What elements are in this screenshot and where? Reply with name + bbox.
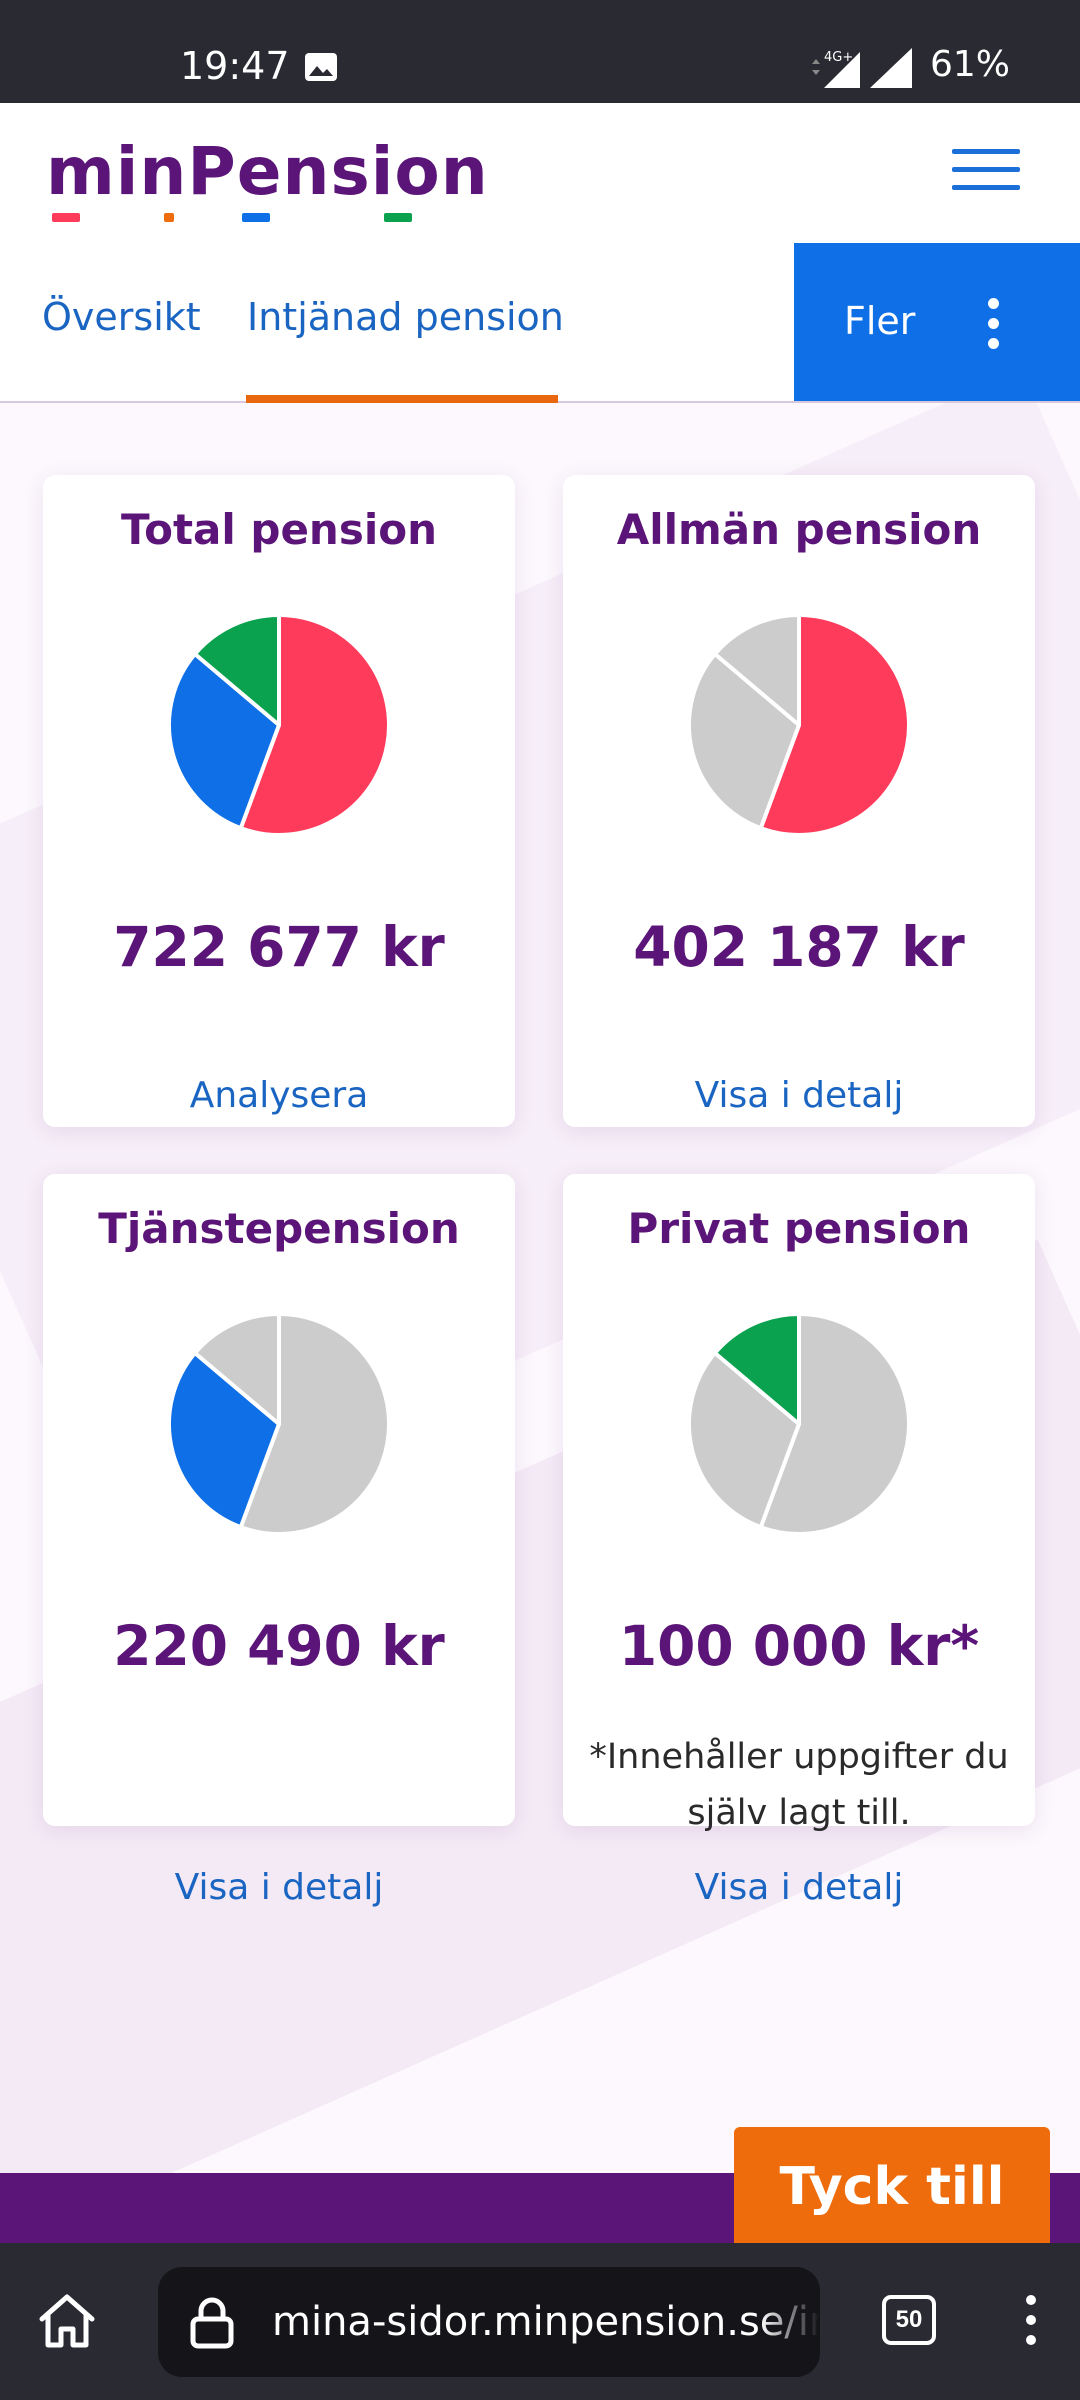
- card-title: Tjänstepension: [98, 1204, 460, 1253]
- pie-slice-allman-pension: [758, 1312, 911, 1536]
- card-title: Allmän pension: [616, 505, 982, 554]
- more-button[interactable]: Fler: [794, 243, 1080, 401]
- card-amount: 402 187 kr: [633, 915, 965, 979]
- status-bar: 19:47 4G+ 61%: [0, 0, 1080, 103]
- browser-menu-icon[interactable]: [1026, 2295, 1038, 2355]
- minpension-logo[interactable]: minPension: [46, 133, 489, 210]
- feedback-button[interactable]: Tyck till: [734, 2127, 1050, 2243]
- logo-accent-orange: [164, 213, 174, 222]
- tab-oversikt[interactable]: Översikt: [42, 295, 201, 339]
- pie-slice-tjanstepension: [167, 652, 281, 831]
- url-fade: [760, 2267, 820, 2377]
- pie-slice-allman-pension: [238, 1312, 391, 1536]
- pie-slice-tjanstepension: [687, 652, 801, 831]
- lock-icon: [190, 2297, 234, 2349]
- url-text: mina-sidor.minpension.se/intjanad: [272, 2299, 820, 2345]
- card-total-pension: Total pension 722 677 kr Analysera: [43, 475, 515, 1127]
- visa-i-detalj-link[interactable]: Visa i detalj: [694, 1075, 904, 1116]
- pie-chart: [687, 613, 911, 837]
- pie-slice-privat-pension: [712, 1312, 801, 1426]
- card-amount: 100 000 kr*: [618, 1614, 980, 1678]
- svg-text:4G+: 4G+: [824, 50, 853, 65]
- pie-slice-tjanstepension: [687, 1351, 801, 1530]
- visa-i-detalj-link[interactable]: Visa i detalj: [174, 1867, 384, 1908]
- card-title: Privat pension: [627, 1204, 971, 1253]
- signal-icon: [870, 48, 912, 88]
- browser-toolbar: mina-sidor.minpension.se/intjanad 50: [0, 2243, 1080, 2400]
- pie-slice-allman-pension: [238, 613, 391, 837]
- pie-slice-privat-pension: [192, 1312, 281, 1426]
- tab-intjanad-pension[interactable]: Intjänad pension: [247, 295, 564, 339]
- more-button-label: Fler: [844, 299, 916, 343]
- pie-chart: [687, 1312, 911, 1536]
- card-amount: 722 677 kr: [113, 915, 445, 979]
- visa-i-detalj-link[interactable]: Visa i detalj: [694, 1867, 904, 1908]
- logo-accent-blue: [242, 213, 270, 222]
- card-privat-pension: Privat pension 100 000 kr* *Innehåller u…: [563, 1174, 1035, 1908]
- pension-overview: Total pension 722 677 kr Analysera Allmä…: [0, 403, 1080, 2173]
- pie-chart: [167, 1312, 391, 1536]
- active-tab-indicator: [246, 395, 558, 403]
- battery-level: 61%: [930, 44, 1011, 85]
- card-tjanstepension: Tjänstepension 220 490 kr Visa i detalj: [43, 1174, 515, 1908]
- image-notification-icon: [305, 53, 337, 81]
- logo-accent-green: [384, 213, 412, 222]
- pie-slice-privat-pension: [192, 613, 281, 727]
- home-icon[interactable]: [36, 2293, 98, 2349]
- footnote: *Innehåller uppgifter du själv lagt till…: [589, 1737, 1009, 1833]
- card-title: Total pension: [121, 505, 437, 554]
- analysera-link[interactable]: Analysera: [189, 1075, 369, 1116]
- more-vertical-icon: [988, 298, 1000, 358]
- site-header: minPension: [0, 103, 1080, 247]
- pie-slice-privat-pension: [712, 613, 801, 727]
- pie-slice-tjanstepension: [167, 1351, 281, 1530]
- feedback-button-label: Tyck till: [779, 2157, 1005, 2217]
- card-amount: 220 490 kr: [113, 1614, 445, 1678]
- pie-chart: [167, 613, 391, 837]
- hamburger-menu-icon[interactable]: [952, 149, 1020, 195]
- pie-slice-allman-pension: [758, 613, 911, 837]
- address-bar[interactable]: mina-sidor.minpension.se/intjanad: [158, 2267, 820, 2377]
- card-allman-pension: Allmän pension 402 187 kr Visa i detalj: [563, 475, 1035, 1127]
- logo-accent-red: [52, 213, 80, 222]
- mobile-data-icon: 4G+: [812, 50, 860, 88]
- tab-switcher-button[interactable]: 50: [882, 2295, 936, 2345]
- status-time: 19:47: [180, 44, 290, 88]
